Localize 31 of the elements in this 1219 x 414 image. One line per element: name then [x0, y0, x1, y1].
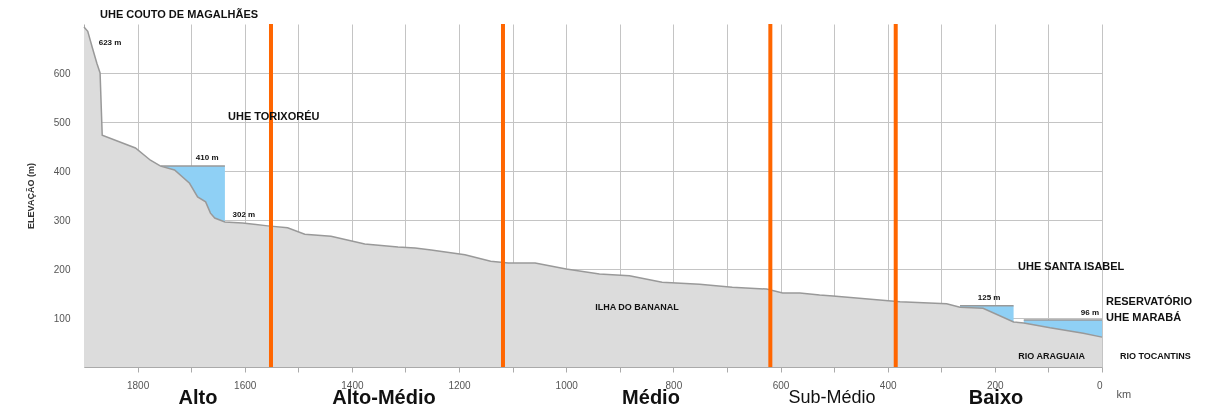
annotation: RESERVATÓRIO UHE MARABÁ — [1106, 294, 1193, 323]
text: RIO TOCANTINS — [1120, 351, 1191, 361]
annotation: 410 m — [195, 153, 219, 163]
y-tick-label: 600 — [53, 67, 71, 79]
text: Alto — [178, 386, 218, 408]
annotation: RIO ARAGUAIA — [1018, 351, 1086, 361]
y-axis-title: ELEVAÇÃO (m) — [25, 163, 36, 229]
x-tick-label: 1600 — [234, 379, 257, 391]
y-tick-label: 100 — [53, 312, 71, 324]
x-tick-label: 1800 — [126, 379, 150, 391]
x-tick-label: 800 — [665, 379, 683, 391]
y-tick-label: 500 — [53, 116, 71, 128]
x-tick-label: 1200 — [448, 379, 472, 391]
text: Sub-Médio — [788, 387, 876, 407]
x-tick-label: 600 — [772, 379, 790, 391]
annotation: 125 m — [977, 292, 1001, 302]
text: UHE COUTO DE MAGALHÃES — [100, 8, 259, 20]
annotation: 302 m — [232, 210, 256, 220]
y-tick-label: 300 — [53, 214, 71, 226]
annotation: UHE SANTA ISABEL — [1018, 260, 1125, 272]
x-tick-label: 400 — [879, 379, 897, 391]
annotation: ILHA DO BANANAL — [595, 302, 680, 312]
x-tick-label: 0 — [1096, 379, 1103, 391]
x-tick-label: 1000 — [555, 379, 579, 391]
y-tick-label: 200 — [53, 263, 71, 275]
annotation: 623 m — [98, 37, 122, 47]
y-tick-label: 400 — [53, 165, 71, 177]
x-tick-label: 200 — [987, 379, 1005, 391]
annotation: 96 m — [1080, 307, 1099, 317]
x-axis-title: km — [1116, 387, 1132, 400]
x-tick-label: 1400 — [341, 379, 364, 391]
